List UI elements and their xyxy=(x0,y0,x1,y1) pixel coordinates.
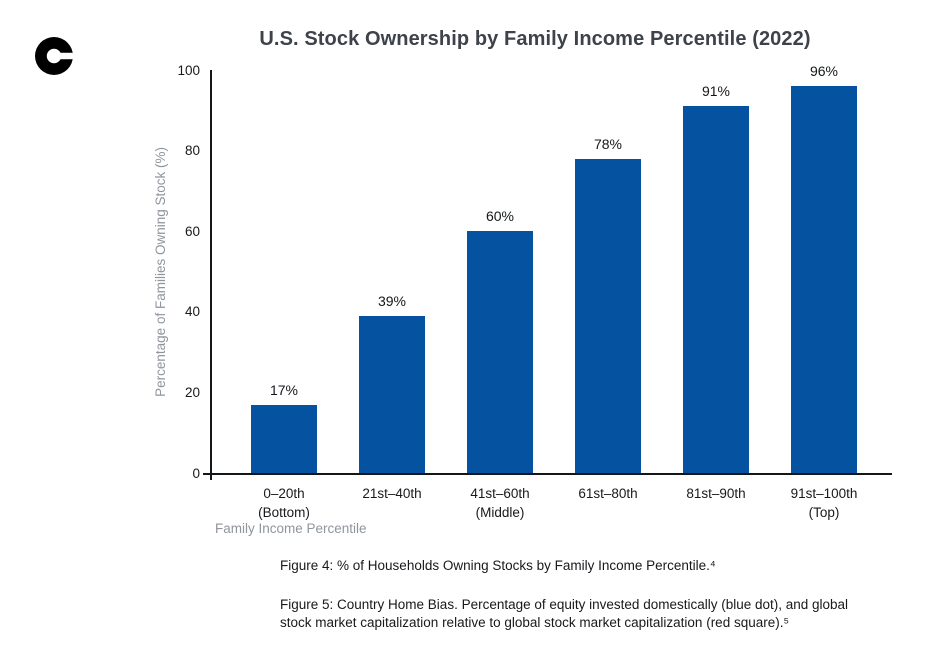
y-axis-ticks: 0 20 40 60 80 100 xyxy=(148,63,200,479)
x-tick-label: 0–20th (Bottom) xyxy=(258,486,310,520)
bars-row: 17% 0–20th (Bottom) 39% 21st–40th 60% 41st–60t… xyxy=(212,64,892,520)
bar xyxy=(251,404,317,473)
bar-slot: 96% 91st–100th (Top) xyxy=(770,64,878,520)
bar xyxy=(683,106,749,473)
bar-slot: 91% 81st–90th xyxy=(662,70,770,501)
bar xyxy=(791,86,857,473)
x-tick-label: 21st–40th xyxy=(362,486,422,501)
y-tick-label: 100 xyxy=(177,62,200,78)
bar xyxy=(575,158,641,473)
x-tick-label: 61st–80th xyxy=(578,486,638,501)
y-tick-label: 0 xyxy=(192,465,200,481)
bar-value-label: 78% xyxy=(593,135,623,152)
bar-slot: 60% 41st–60th (Middle) xyxy=(446,70,554,520)
x-tick-label: 41st–60th (Middle) xyxy=(470,486,530,520)
y-tick-label: 80 xyxy=(184,142,200,158)
bar-slot: 78% 61st–80th xyxy=(554,70,662,501)
bar-slot: 17% 0–20th (Bottom) xyxy=(230,70,338,520)
bar-slot: 39% 21st–40th xyxy=(338,70,446,501)
x-tick-label: 81st–90th xyxy=(686,486,746,501)
bar-value-label: 96% xyxy=(809,63,839,80)
bar-value-label: 91% xyxy=(701,83,731,100)
bar xyxy=(359,315,425,473)
x-axis-title: Family Income Percentile xyxy=(215,521,367,536)
caption-figure-5: Figure 5: Country Home Bias. Percentage … xyxy=(280,597,849,630)
coinbase-logo-icon xyxy=(35,37,73,75)
bar xyxy=(467,231,533,473)
bar-value-label: 39% xyxy=(377,292,407,309)
chart-plot-area: 17% 0–20th (Bottom) 39% 21st–40th 60% 41st–60t… xyxy=(203,64,892,520)
y-tick-label: 40 xyxy=(184,304,200,320)
x-tick-label: 91st–100th (Top) xyxy=(790,486,858,520)
bar-value-label: 60% xyxy=(485,208,515,225)
y-tick-label: 20 xyxy=(184,384,200,400)
caption-figure-4: Figure 4: % of Households Owning Stocks … xyxy=(280,558,716,573)
y-axis-stub xyxy=(210,473,212,480)
chart-title: U.S. Stock Ownership by Family Income Pe… xyxy=(259,28,811,50)
y-tick-label: 60 xyxy=(184,223,200,239)
y-axis-zero-tick xyxy=(203,473,212,475)
bar-value-label: 17% xyxy=(269,381,299,398)
